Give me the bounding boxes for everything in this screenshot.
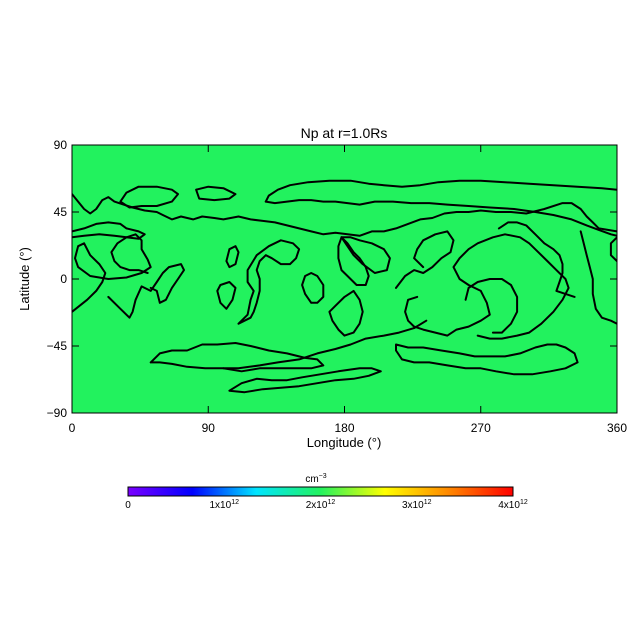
y-tick-label: 0: [60, 272, 67, 286]
y-axis-label: Latitude (°): [17, 247, 32, 311]
contour-line-16: [222, 319, 428, 370]
x-tick-label: 0: [69, 421, 76, 435]
contour-line-5: [195, 185, 237, 202]
contour-line-3: [107, 263, 185, 319]
contour-line-2: [72, 233, 152, 313]
x-tick-label: 90: [202, 421, 216, 435]
x-axis: 0 90 180 270 360: [69, 145, 627, 435]
contour-line-20: [464, 278, 519, 334]
contour-line-4: [119, 185, 179, 209]
colorbar-ticks: 0 1x1012 2x1012 3x1012 4x1012: [125, 499, 528, 511]
density-field: [72, 145, 617, 413]
contour-line-17: [228, 367, 382, 394]
colorbar-tick-label: 1x1012: [210, 499, 240, 511]
contour-line-7: [264, 199, 617, 237]
contour-lines: [72, 179, 617, 394]
y-tick-label: −90: [47, 406, 68, 420]
x-tick-label: 360: [607, 421, 627, 435]
colorbar-tick-label: 2x1012: [306, 499, 336, 511]
y-tick-label: 45: [54, 205, 68, 219]
contour-line-9: [216, 281, 237, 310]
contour-line-24: [609, 236, 617, 263]
contour-line-23: [395, 343, 579, 376]
contour-line-11: [301, 272, 325, 304]
contour-line-12: [328, 289, 364, 337]
chart-title: Np at r=1.0Rs: [301, 125, 388, 141]
colorbar-tick-label: 3x1012: [402, 499, 432, 511]
contour-line-21: [497, 221, 576, 298]
contour-line-13: [340, 236, 391, 274]
contour-line-22: [579, 230, 617, 325]
contour-line-19: [404, 233, 570, 340]
contour-line-14: [337, 236, 370, 286]
y-axis: −90 −45 0 45 90: [47, 138, 617, 420]
contour-line-1: [72, 221, 146, 240]
y-tick-label: 90: [54, 138, 68, 152]
contour-line-8: [225, 245, 240, 269]
contour-line-15: [149, 342, 325, 373]
x-tick-label: 270: [471, 421, 491, 435]
colorbar-unit: cm−3: [305, 473, 326, 485]
x-axis-label: Longitude (°): [307, 435, 382, 450]
colorbar: [127, 486, 514, 497]
contour-line-18: [395, 230, 455, 289]
colorbar-tick-label: 0: [125, 500, 131, 511]
x-tick-label: 180: [334, 421, 354, 435]
contour-line-6: [264, 179, 617, 203]
y-tick-label: −45: [47, 339, 68, 353]
colorbar-tick-label: 4x1012: [498, 499, 528, 511]
contour-line-10: [237, 239, 301, 325]
